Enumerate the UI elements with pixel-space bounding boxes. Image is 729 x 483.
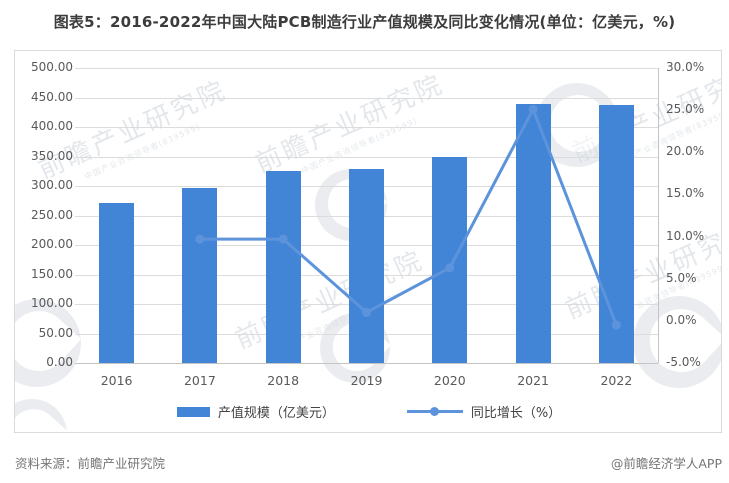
legend: 产值规模（亿美元） 同比增长（%）: [15, 402, 721, 421]
line-marker-icon: [430, 407, 440, 416]
bar-2016: [99, 203, 135, 363]
x-axis-label-2018: 2018: [267, 373, 300, 388]
bar-2018: [265, 170, 301, 363]
right-axis-tick-label: 10.0%: [666, 228, 705, 243]
x-axis-label-2022: 2022: [600, 373, 633, 388]
left-axis-tick-label: 400.00: [31, 119, 73, 133]
left-axis-tick-label: 300.00: [31, 178, 73, 192]
left-axis-tick-label: 50.00: [38, 325, 73, 340]
legend-bar-label: 产值规模（亿美元）: [217, 406, 335, 421]
x-axis-label-2020: 2020: [433, 373, 466, 388]
left-axis-tick-label: 500.00: [31, 60, 73, 74]
chart-panel: 前瞻产业研究院 中国产业咨询领导者(839599) 前瞻产业研究院 中国产业咨询…: [14, 50, 722, 433]
x-axis-label-2019: 2019: [350, 373, 383, 388]
bar-2017: [182, 187, 218, 363]
right-axis-tick-label: 0.0%: [666, 312, 697, 327]
bar-2021: [515, 104, 551, 363]
left-axis-tick-label: 350.00: [31, 148, 73, 163]
gridline: [75, 97, 658, 99]
credit-note: @前瞻经济学人APP: [610, 456, 722, 471]
left-axis-tick-label: 250.00: [31, 207, 73, 222]
right-axis-tick-label: 25.0%: [666, 102, 705, 117]
legend-item-line: 同比增长（%）: [406, 402, 562, 421]
gridline: [75, 68, 658, 69]
left-axis-tick-label: 0.00: [46, 355, 73, 369]
x-axis-label-2017: 2017: [183, 373, 216, 388]
bar-2019: [349, 168, 384, 363]
right-axis-tick-label: 20.0%: [666, 144, 705, 159]
bar-2022: [598, 105, 634, 363]
gridline: [75, 156, 658, 158]
legend-line-label: 同比增长（%）: [470, 406, 562, 421]
right-axis-tick-label: 5.0%: [666, 270, 697, 285]
bar-series-swatch-icon: [176, 406, 210, 417]
left-axis-tick-label: 200.00: [31, 237, 73, 251]
gridline: [75, 127, 658, 128]
legend-item-bar: 产值规模（亿美元）: [176, 402, 335, 421]
right-axis-tick-label: 30.0%: [666, 60, 705, 74]
plot-area: 500.00 450.00 400.00 350.00 300.00 250.00 200.…: [15, 51, 721, 432]
left-axis-tick-label: 450.00: [31, 89, 73, 104]
right-axis-tick-label: 15.0%: [666, 186, 705, 201]
left-axis-tick-label: 100.00: [31, 296, 73, 310]
line-series-swatch-icon: [406, 407, 463, 416]
bar-2020: [432, 156, 468, 363]
growth-line: [199, 107, 618, 326]
left-axis-tick-label: 150.00: [31, 266, 73, 281]
chart-title: 图表5：2016-2022年中国大陆PCB制造行业产值规模及同比变化情况(单位：…: [53, 13, 676, 31]
source-note: 资料来源：前瞻产业研究院: [15, 456, 166, 471]
x-axis-line: [75, 363, 658, 364]
right-axis-line: [658, 68, 659, 363]
right-axis-tick-label: -5.0%: [666, 355, 701, 369]
x-axis-label-2016: 2016: [100, 373, 133, 388]
x-axis-label-2021: 2021: [517, 373, 549, 388]
